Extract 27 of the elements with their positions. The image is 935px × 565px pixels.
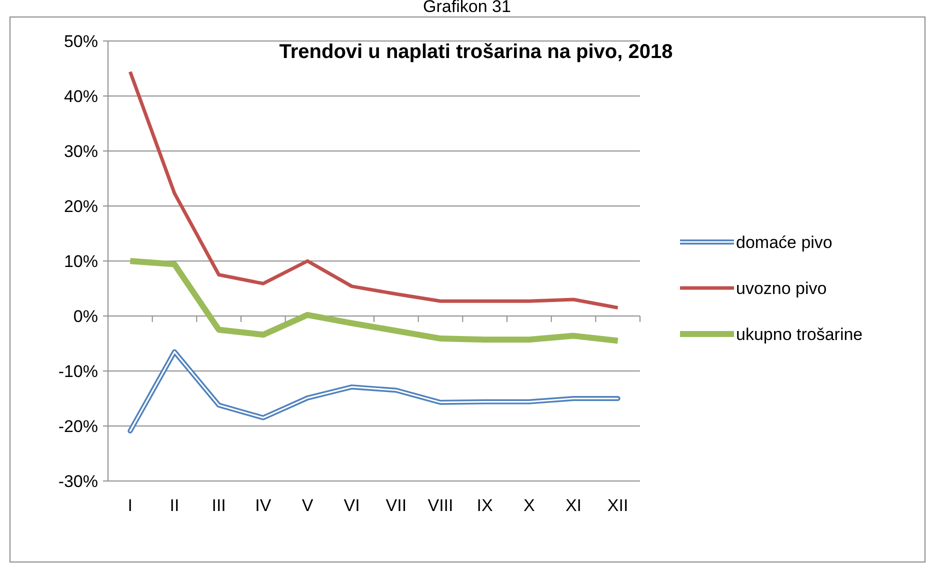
legend-label: uvozno pivo: [736, 278, 827, 298]
y-tick-label: 30%: [64, 142, 98, 161]
x-tick-label: X: [523, 496, 535, 515]
text: Grafikon 31: [423, 0, 511, 16]
x-tick-label: I: [128, 496, 133, 515]
x-tick-label: IX: [476, 496, 493, 515]
y-tick-label: -20%: [58, 416, 98, 436]
chart-title: Trendovi u naplati trošarina na pivo, 2018: [279, 41, 673, 63]
y-tick-label: 50%: [64, 32, 98, 51]
y-tick-label: -10%: [58, 362, 98, 381]
x-tick-label: VI: [344, 496, 360, 515]
x-tick-label: VII: [386, 496, 407, 515]
y-tick-label: -30%: [58, 472, 98, 491]
legend-label: domaće pivo: [736, 232, 832, 252]
y-tick-label: 0%: [73, 306, 98, 326]
line-series: [128, 70, 620, 310]
x-tick-label: VIII: [428, 496, 454, 515]
x-tick-label: III: [212, 496, 226, 515]
x-tick-label: IV: [255, 496, 272, 515]
legend-label: ukupno trošarine: [736, 324, 863, 344]
y-tick-label: 20%: [64, 196, 98, 216]
x-tick-label: II: [170, 496, 180, 515]
y-tick-label: 10%: [64, 252, 98, 271]
x-tick-label: XII: [607, 496, 628, 515]
x-tick-label: V: [302, 496, 314, 515]
y-tick-label: 40%: [64, 86, 98, 106]
x-tick-label: XI: [565, 496, 582, 515]
